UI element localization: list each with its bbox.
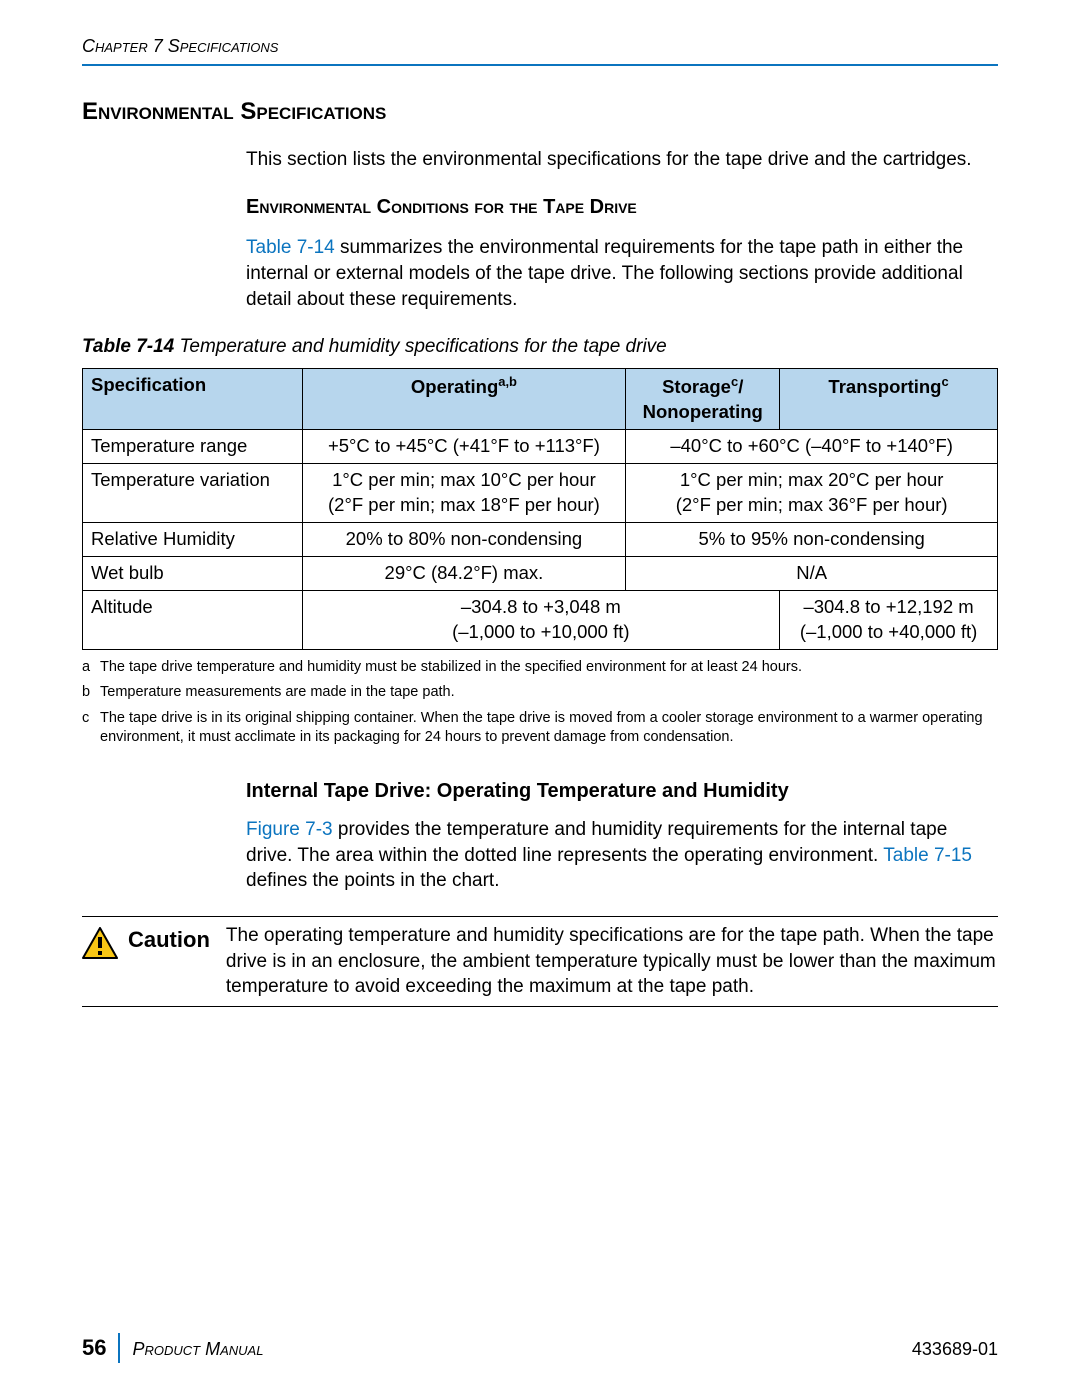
th-operating-sup: a,b [498, 374, 517, 389]
footnote-a: aThe tape drive temperature and humidity… [82, 658, 998, 678]
th-storage-sup: c [731, 374, 738, 389]
cell-label: Temperature range [83, 429, 303, 463]
th-storage-label: Storage [662, 376, 731, 397]
cell-value: 1°C per min; max 20°C per hour(2°F per m… [626, 463, 998, 522]
intro-block: This section lists the environmental spe… [246, 147, 998, 313]
footer-title: Product Manual [132, 1337, 911, 1361]
caution-icon [82, 927, 118, 967]
th-transporting-label: Transporting [828, 376, 941, 397]
table-7-14-link[interactable]: Table 7-14 [246, 237, 335, 258]
cell-value: N/A [626, 556, 998, 590]
table-7-15-link[interactable]: Table 7-15 [883, 845, 972, 866]
th-operating-label: Operating [411, 376, 498, 397]
cell-value: –304.8 to +12,192 m(–1,000 to +40,000 ft… [780, 590, 998, 649]
caution-label: Caution [128, 925, 210, 955]
subsection2-title: Internal Tape Drive: Operating Temperatu… [246, 778, 998, 805]
page-footer: 56 Product Manual 433689-01 [82, 1333, 998, 1363]
subsection-intro: Table 7-14 summarizes the environmental … [246, 235, 998, 312]
cell-value: –304.8 to +3,048 m(–1,000 to +10,000 ft) [302, 590, 780, 649]
footnote-text: The tape drive temperature and humidity … [100, 658, 802, 678]
footnote-b: bTemperature measurements are made in th… [82, 683, 998, 703]
section-title: Environmental Specifications [82, 96, 998, 128]
footer-divider [118, 1333, 120, 1363]
table-caption: Table 7-14 Temperature and humidity spec… [82, 334, 998, 360]
th-transporting-sup: c [941, 374, 948, 389]
footnote-c: cThe tape drive is in its original shipp… [82, 709, 998, 748]
table-row: Temperature range +5°C to +45°C (+41°F t… [83, 429, 998, 463]
subsection-title: Environmental Conditions for the Tape Dr… [246, 194, 998, 221]
table-row: Temperature variation 1°C per min; max 1… [83, 463, 998, 522]
table-caption-text: Temperature and humidity specifications … [174, 336, 667, 357]
subsection2-text: Figure 7-3 provides the temperature and … [246, 817, 998, 894]
th-operating: Operatinga,b [302, 368, 626, 429]
cell-label: Altitude [83, 590, 303, 649]
caution-box: Caution The operating temperature and hu… [82, 916, 998, 1007]
intro-text: This section lists the environmental spe… [246, 147, 998, 173]
footnote-text: Temperature measurements are made in the… [100, 683, 455, 703]
page-number: 56 [82, 1333, 118, 1363]
table-caption-label: Table 7-14 [82, 336, 174, 357]
footnote-text: The tape drive is in its original shippi… [100, 709, 998, 748]
table-row: Altitude –304.8 to +3,048 m(–1,000 to +1… [83, 590, 998, 649]
subsection2-block: Internal Tape Drive: Operating Temperatu… [246, 778, 998, 894]
page: Chapter 7 Specifications Environmental S… [0, 0, 1080, 1397]
cell-value: 5% to 95% non-condensing [626, 522, 998, 556]
th-storage-line2: Nonoperating [643, 401, 763, 422]
cell-value: 29°C (84.2°F) max. [302, 556, 626, 590]
figure-7-3-link[interactable]: Figure 7-3 [246, 819, 333, 840]
cell-label: Temperature variation [83, 463, 303, 522]
subsection-intro-rest: summarizes the environmental requirement… [246, 237, 963, 309]
cell-value: 1°C per min; max 10°C per hour(2°F per m… [302, 463, 626, 522]
cell-label: Relative Humidity [83, 522, 303, 556]
th-storage: Storagec/Nonoperating [626, 368, 780, 429]
spec-table: Specification Operatinga,b Storagec/Nono… [82, 368, 998, 650]
cell-value: +5°C to +45°C (+41°F to +113°F) [302, 429, 626, 463]
running-header: Chapter 7 Specifications [82, 34, 998, 66]
th-transporting: Transportingc [780, 368, 998, 429]
table-row: Relative Humidity 20% to 80% non-condens… [83, 522, 998, 556]
th-specification: Specification [83, 368, 303, 429]
cell-value: –40°C to +60°C (–40°F to +140°F) [626, 429, 998, 463]
subsection2-mid: provides the temperature and humidity re… [246, 819, 947, 866]
subsection2-end: defines the points in the chart. [246, 870, 500, 891]
cell-label: Wet bulb [83, 556, 303, 590]
document-number: 433689-01 [912, 1337, 998, 1361]
caution-text: The operating temperature and humidity s… [226, 923, 998, 1000]
table-row: Wet bulb 29°C (84.2°F) max. N/A [83, 556, 998, 590]
footnotes: aThe tape drive temperature and humidity… [82, 658, 998, 748]
cell-value: 20% to 80% non-condensing [302, 522, 626, 556]
